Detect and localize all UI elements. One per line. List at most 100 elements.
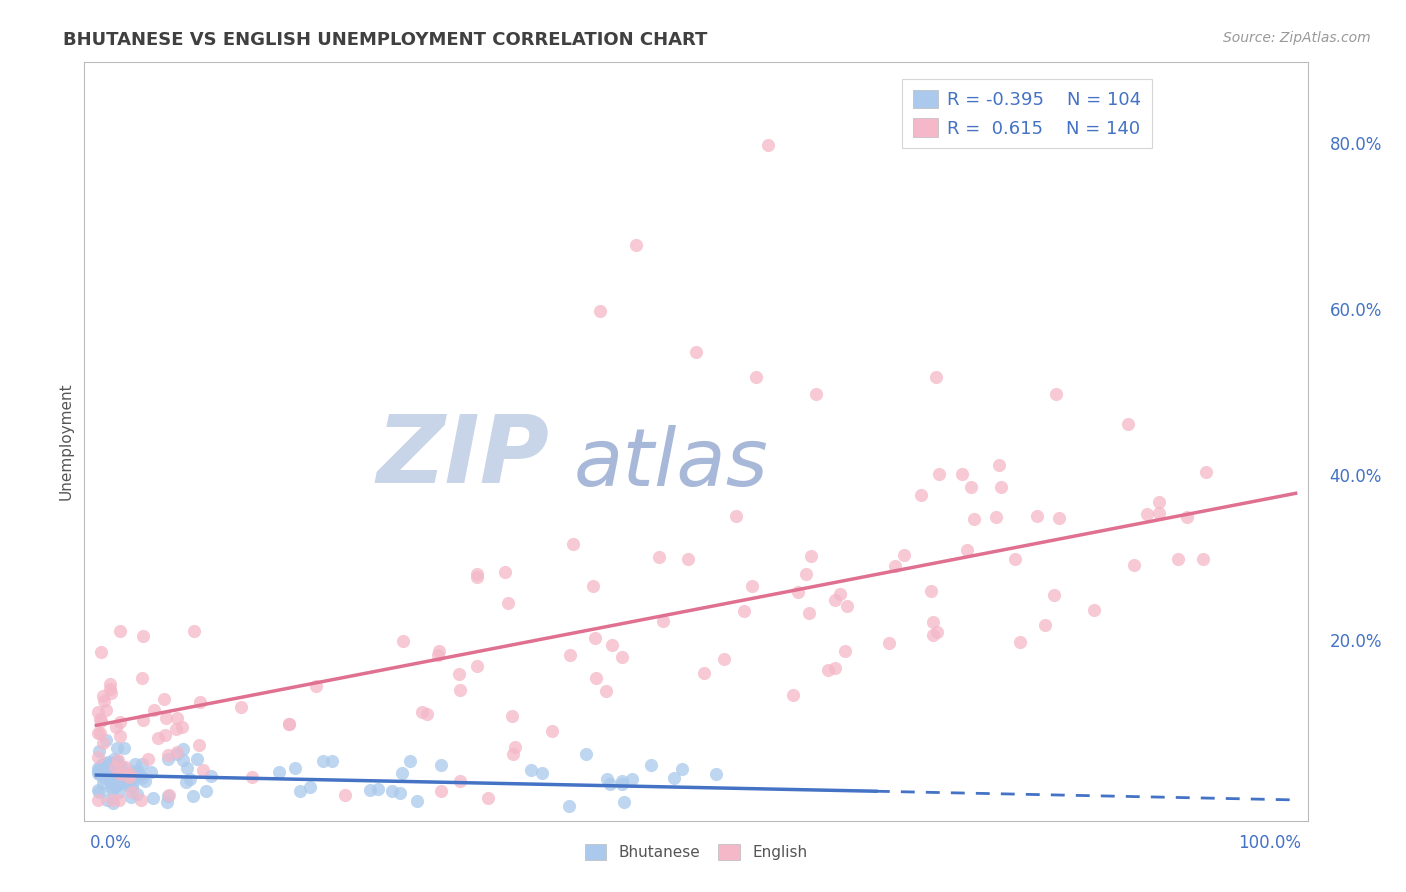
Point (131, 757, 153, 772)
Point (114, 760, 136, 774)
Point (97, 755, 120, 769)
Point (305, 679, 328, 693)
Point (321, 754, 343, 768)
Point (741, 578, 763, 592)
Point (541, 723, 564, 738)
Point (333, 788, 356, 802)
Point (153, 728, 176, 742)
Point (662, 771, 685, 785)
Point (1047, 511, 1070, 525)
Point (582, 578, 605, 592)
Point (105, 754, 128, 768)
Point (267, 765, 290, 780)
Point (800, 549, 823, 563)
Point (87, 767, 110, 781)
Point (1004, 552, 1026, 566)
Point (104, 780, 127, 794)
Point (112, 774, 135, 789)
Point (91, 776, 114, 790)
Point (90, 758, 112, 772)
Point (960, 480, 983, 494)
Point (183, 789, 205, 803)
Point (613, 795, 636, 809)
Point (111, 759, 134, 773)
Point (465, 658, 488, 673)
Point (172, 742, 194, 756)
Point (1026, 508, 1049, 523)
Point (89, 712, 111, 726)
Text: BHUTANESE VS ENGLISH UNEMPLOYMENT CORRELATION CHART: BHUTANESE VS ENGLISH UNEMPLOYMENT CORREL… (63, 31, 707, 49)
Point (122, 774, 145, 789)
Point (108, 715, 131, 730)
Point (359, 783, 381, 797)
Point (589, 304, 612, 318)
Point (950, 467, 973, 481)
Point (449, 683, 471, 698)
Point (725, 508, 748, 523)
Point (501, 709, 523, 723)
Point (98, 757, 121, 772)
Point (676, 551, 699, 566)
Point (183, 624, 205, 638)
Point (411, 706, 433, 720)
Point (782, 689, 804, 703)
Point (704, 767, 727, 781)
Point (1167, 551, 1189, 566)
Point (87, 766, 110, 780)
Point (104, 756, 127, 770)
Point (599, 777, 621, 791)
Point (186, 752, 208, 766)
Point (165, 723, 187, 737)
Point (986, 510, 1008, 524)
Point (174, 774, 197, 789)
Point (90, 714, 112, 729)
Point (107, 785, 129, 799)
Point (530, 765, 553, 780)
Point (190, 695, 212, 709)
Point (583, 631, 606, 645)
Point (98, 772, 121, 786)
Point (562, 537, 585, 551)
Point (927, 625, 949, 640)
Point (108, 768, 131, 782)
Legend: Bhutanese, English: Bhutanese, English (579, 838, 813, 866)
Point (494, 565, 516, 579)
Point (558, 798, 581, 813)
Point (1010, 635, 1032, 649)
Point (107, 771, 129, 785)
Point (142, 703, 165, 717)
Point (828, 587, 851, 601)
Point (121, 780, 143, 794)
Point (172, 753, 194, 767)
Point (922, 627, 945, 641)
Point (1175, 510, 1198, 524)
Point (93, 771, 115, 785)
Point (621, 772, 644, 786)
Point (449, 773, 471, 788)
Point (132, 713, 155, 727)
Point (585, 672, 607, 686)
Point (107, 793, 129, 807)
Point (110, 729, 132, 743)
Text: Source: ZipAtlas.com: Source: ZipAtlas.com (1223, 31, 1371, 45)
Point (520, 763, 543, 777)
Point (595, 684, 617, 698)
Point (90, 644, 112, 658)
Point (121, 785, 143, 799)
Point (756, 138, 779, 153)
Point (108, 767, 131, 781)
Point (1191, 552, 1213, 566)
Point (117, 776, 139, 790)
Point (120, 789, 142, 804)
Point (787, 585, 810, 599)
Point (86, 783, 108, 797)
Point (1147, 494, 1170, 508)
Point (96, 761, 118, 775)
Point (240, 770, 263, 784)
Point (103, 752, 125, 766)
Point (96, 793, 118, 807)
Point (381, 783, 404, 797)
Point (94, 761, 117, 775)
Point (93, 756, 115, 771)
Point (101, 796, 124, 810)
